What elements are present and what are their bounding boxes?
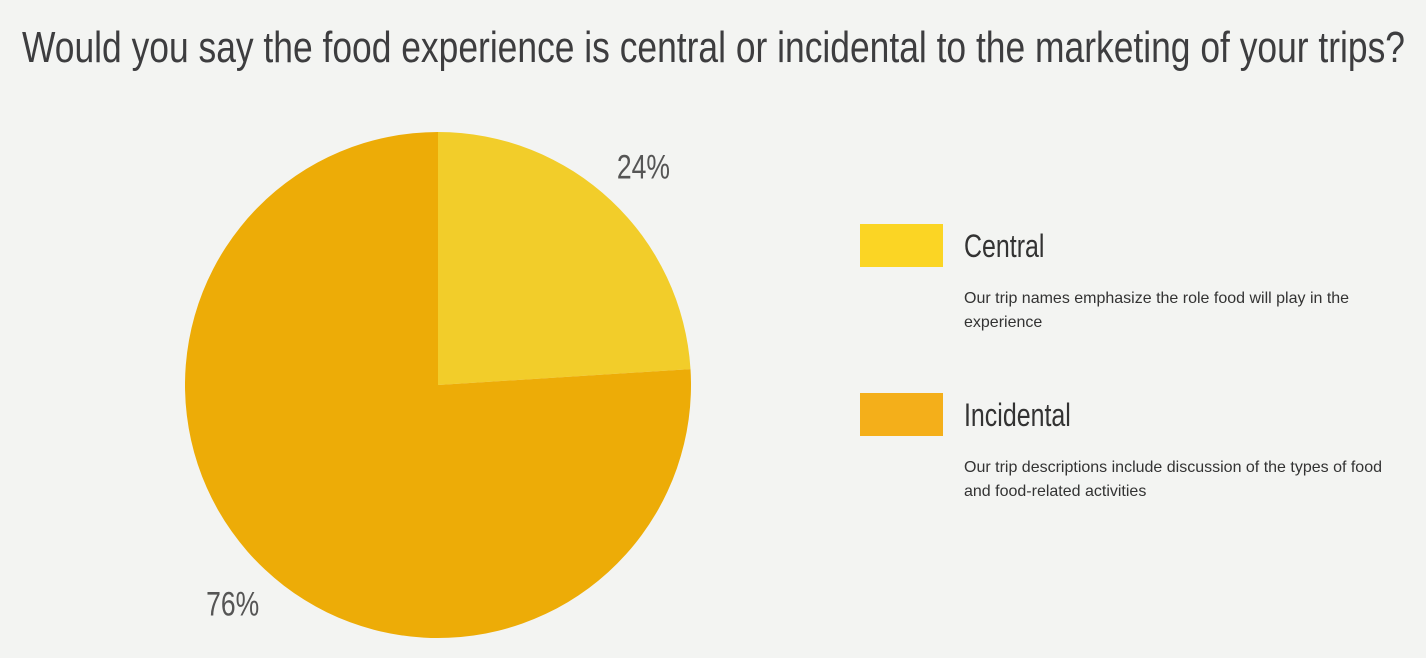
legend-description: Our trip names emphasize the role food w… <box>964 290 1350 331</box>
legend-label: Incidental <box>964 398 1071 434</box>
chart-title: Would you say the food experience is cen… <box>22 23 1405 72</box>
value-label: 76% <box>206 586 259 624</box>
pie-slice <box>184 132 691 639</box>
pie-slice <box>438 132 691 385</box>
legend-swatch <box>860 393 943 436</box>
legend-swatch <box>860 224 943 267</box>
legend-description: Our trip descriptions include discussion… <box>964 459 1382 500</box>
legend-label: Central <box>964 229 1044 265</box>
value-label: 24% <box>617 148 670 186</box>
